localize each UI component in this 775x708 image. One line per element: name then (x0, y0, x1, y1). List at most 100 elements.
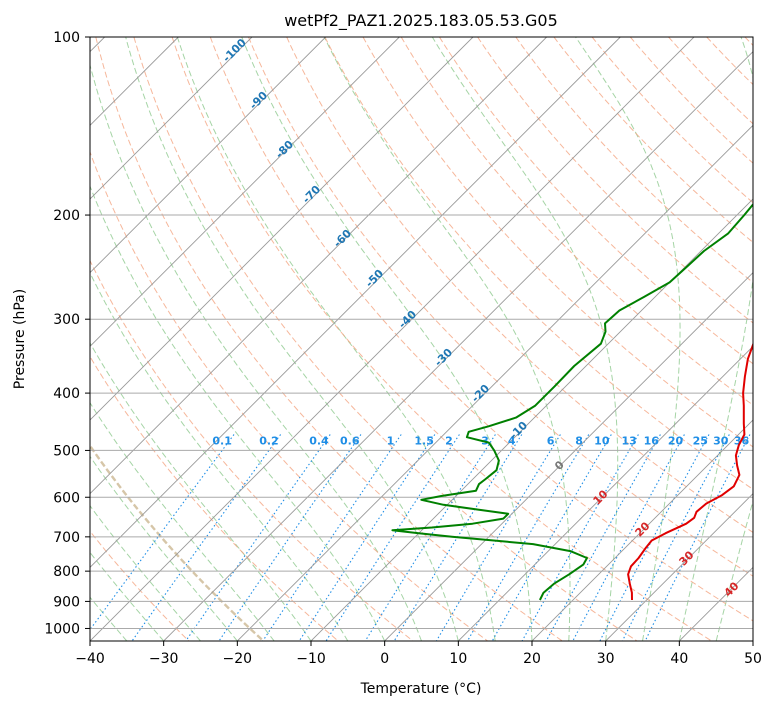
temperature-trace (627, 342, 753, 601)
mixing-ratio-line (218, 434, 362, 641)
mixing-ratio-line (621, 434, 730, 641)
isotherm-line (90, 37, 326, 274)
pressure-grid (90, 37, 753, 629)
isotherm-line (90, 37, 547, 495)
x-tick-label: 0 (380, 651, 389, 667)
mixing-ratio-label: 0.1 (212, 434, 232, 447)
y-tick-label: 800 (53, 564, 80, 580)
y-tick-label: 700 (53, 530, 80, 546)
dry-adiabat-emphasis (90, 443, 265, 641)
x-tick-label: 30 (597, 651, 615, 667)
isotherm-line (310, 198, 753, 641)
mixing-ratio-line (364, 434, 496, 641)
mixing-ratio-label: 0.4 (309, 434, 329, 447)
isotherms (90, 37, 753, 641)
moist-adiabat-line (678, 37, 753, 641)
moist-adiabats (90, 37, 753, 641)
mixing-ratio-label: 13 (622, 434, 637, 447)
y-tick-label: 300 (53, 312, 80, 328)
moist-adiabat-line (575, 37, 681, 641)
moist-adiabat-line (90, 455, 238, 641)
mixing-ratio-label: 25 (693, 434, 708, 447)
mixing-ratio-label: 30 (713, 434, 729, 447)
x-tick-label: 50 (744, 651, 762, 667)
mixing-ratio-label: 16 (644, 434, 660, 447)
y-axis-ticks: 100 200 300 400 500 600 700 800 900 1000 (44, 30, 90, 637)
dry-adiabat-line (629, 37, 753, 164)
x-axis-ticks: −40 −30 −20 −10 0 10 20 30 40 50 (75, 641, 762, 667)
dry-adiabat-line (90, 150, 488, 641)
dry-adiabat-line (90, 355, 339, 641)
mixing-ratio-line (90, 434, 235, 631)
moist-adiabat-line (90, 184, 386, 641)
mixing-ratio-line (435, 434, 561, 641)
x-tick-label: −30 (149, 651, 179, 667)
isotherm-line (163, 51, 753, 641)
mixing-ratio-label: 1.5 (414, 434, 434, 447)
moist-adiabat-line (431, 37, 619, 641)
dry-adiabat-line (400, 37, 753, 406)
isotherm-line (90, 37, 400, 347)
moist-adiabat-line (715, 499, 753, 641)
moist-adiabat-line (241, 37, 533, 641)
x-tick-label: 40 (670, 651, 688, 667)
isotherm-line (90, 37, 253, 200)
x-tick-label: −20 (223, 651, 253, 667)
x-tick-label: −10 (296, 651, 326, 667)
mixing-ratio-label: 20 (668, 434, 684, 447)
mixing-ratio-label: 2 (445, 434, 453, 447)
dry-adiabat-line (362, 37, 753, 448)
y-axis-label: Pressure (hPa) (12, 289, 28, 389)
moist-adiabat-line (90, 504, 201, 641)
mixing-ratio-line (325, 434, 460, 641)
y-tick-label: 100 (53, 30, 80, 46)
isotherm-line (605, 493, 753, 641)
isotherm-line (237, 124, 753, 641)
mixing-ratio-label: 4 (508, 434, 516, 447)
dry-adiabat-line (95, 37, 563, 641)
x-tick-label: −40 (75, 651, 105, 667)
mixing-ratio-line (298, 434, 436, 641)
plot-frame (89, 36, 754, 642)
mixing-ratio-line (131, 434, 282, 641)
sounding-traces (391, 202, 753, 601)
mixing-ratio-label: 0.6 (340, 434, 360, 447)
mixing-ratio-lines (90, 434, 751, 641)
y-tick-label: 200 (53, 208, 80, 224)
dry-adiabat-line (515, 37, 753, 284)
mixing-ratio-line (545, 434, 661, 641)
x-tick-label: 10 (449, 651, 467, 667)
mixing-ratio-label: 10 (594, 434, 610, 447)
isotherm-line (458, 345, 753, 641)
x-tick-label: 20 (523, 651, 541, 667)
y-tick-label: 400 (53, 386, 80, 402)
x-axis-label: Temperature (°C) (360, 681, 482, 697)
isotherm-line (90, 37, 695, 641)
isotherm-line (90, 37, 474, 421)
mixing-ratio-label: 0.2 (259, 434, 279, 447)
reference-line-labels: 0.1 0.2 0.4 0.6 1 1.5 2 3 4 6 8 10 13 16 20 25 30 36-100-… (212, 37, 749, 600)
mixing-ratio-label: 1 (387, 434, 395, 447)
y-tick-label: 600 (53, 490, 80, 506)
moist-adiabat-line (176, 37, 496, 641)
plot-area: 0.1 0.2 0.4 0.6 1 1.5 2 3 4 6 8 10 13 16 20 25 30 36-100-… (90, 37, 753, 641)
mixing-ratio-line (393, 434, 523, 641)
moist-adiabat-line (90, 63, 422, 641)
mixing-ratio-label: 8 (575, 434, 583, 447)
moist-adiabat-line (90, 401, 275, 641)
moist-adiabat-line (323, 37, 571, 641)
dry-adiabat-line (591, 37, 753, 204)
isotherm-line (531, 419, 753, 641)
dewpoint-trace (391, 202, 753, 601)
y-tick-label: 500 (53, 443, 80, 459)
dry-adiabat-line (438, 37, 753, 365)
chart-title: wetPf2_PAZ1.2025.183.05.53.G05 (284, 11, 558, 31)
isotherm-line (90, 37, 621, 568)
mixing-ratio-label: 6 (547, 434, 555, 447)
moist-adiabat-line (125, 37, 459, 641)
dry-adiabat-line (90, 259, 414, 641)
mixing-ratio-line (262, 434, 402, 641)
mixing-ratio-line (467, 434, 590, 641)
